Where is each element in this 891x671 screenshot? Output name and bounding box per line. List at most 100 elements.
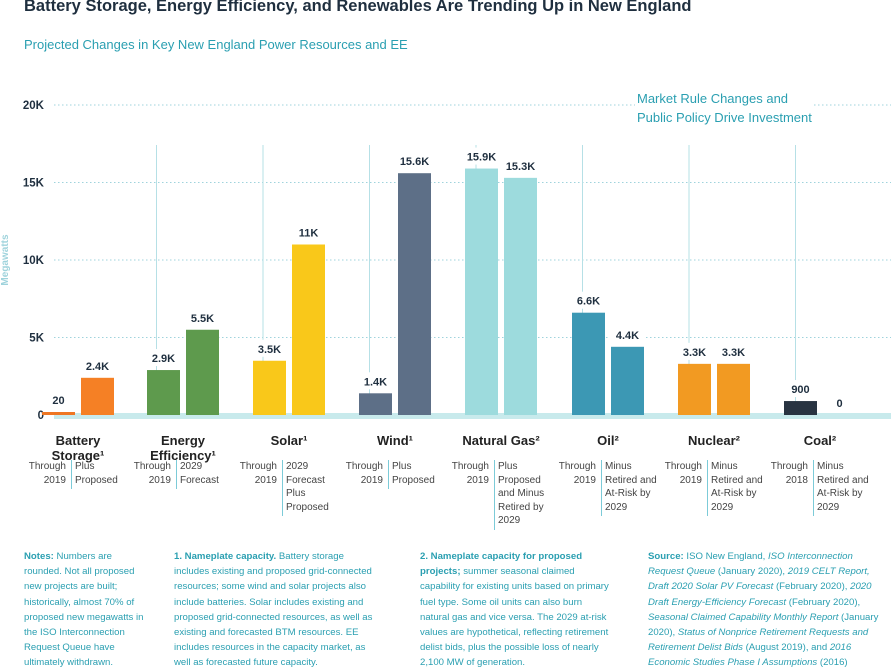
chart-subtitle: Projected Changes in Key New England Pow… <box>24 37 408 52</box>
category-label-line: Solar¹ <box>270 433 308 448</box>
source-part: (February 2020), <box>773 581 851 593</box>
category-label: Energy Efficiency¹ <box>123 433 243 463</box>
category-label: Nuclear² <box>654 433 774 448</box>
source-part: (February 2020), <box>786 596 861 608</box>
bar-5-1 <box>611 346 644 415</box>
bar-sublabel-line: Proposed <box>286 501 329 513</box>
data-label-bg <box>715 342 752 360</box>
bar-7-0 <box>784 401 817 415</box>
data-label: 3.3K <box>722 347 745 359</box>
bar-6-1 <box>717 363 750 415</box>
data-label-bg <box>396 152 433 170</box>
bar-sublabel: Through 2019 <box>542 460 596 487</box>
sublabel-divider <box>176 460 177 489</box>
bar-chart: 0 5K 10K 15K 20K Megawatts 20 2.4K 2.9K 5.5K 3.5K 1… <box>0 100 891 422</box>
note-footnote-1-body: Battery storage includes existing and pr… <box>174 551 373 669</box>
data-label-bg <box>821 394 858 411</box>
data-label-bg <box>570 291 607 309</box>
bar-sublabel-line: Through <box>133 461 171 472</box>
bar-sublabel-line: 2019 <box>360 474 383 486</box>
data-label-bg <box>463 147 500 165</box>
source-part: (January 2020), <box>715 566 788 578</box>
bar-1-0 <box>147 370 180 415</box>
data-label-bg <box>251 339 288 357</box>
bar-3-1 <box>398 173 431 415</box>
data-label: 6.6K <box>577 296 600 308</box>
bar-sublabel-line: 2019 <box>148 474 171 486</box>
bar-sublabel: Plus Proposed <box>392 460 454 487</box>
bar-sublabel-line: 2029 <box>498 515 521 526</box>
bar-sublabel-line: At-Risk by <box>711 488 757 499</box>
bar-sublabel-line: 2029 <box>605 501 628 513</box>
bar-sublabel-line: Retired by <box>498 501 544 513</box>
source-part: Status of Nonprice Retirement Requests a… <box>648 627 869 654</box>
category-label-line: Efficiency¹ <box>150 448 216 463</box>
bar-sublabel: 2029 Forecast Plus Proposed <box>286 460 348 514</box>
source-part: Seasonal Claimed Capability Monthly Repo… <box>648 611 839 623</box>
bar-1-1 <box>186 329 219 415</box>
data-label-bg <box>609 325 646 343</box>
bar-4-1 <box>504 177 537 415</box>
data-label-bg <box>40 391 77 408</box>
bar-sublabel: Through 2019 <box>648 460 702 487</box>
bar-sublabel-line: 2029 <box>180 461 203 472</box>
bar-sublabel-line: Through <box>239 461 277 472</box>
bar-sublabel-line: Proposed <box>498 474 541 486</box>
bar-sublabel-line: 2019 <box>43 474 66 486</box>
data-label: 2.9K <box>152 353 175 365</box>
bar-sublabel: Through 2019 <box>435 460 489 487</box>
bar-sublabel-line: 2018 <box>785 474 808 486</box>
y-tick-label: 0 <box>38 410 44 422</box>
data-label-bg <box>676 342 713 360</box>
data-label-bg <box>290 223 327 241</box>
bar-sublabel-line: Through <box>558 461 596 472</box>
note-footnote-1-head: 1. Nameplate capacity. <box>174 551 277 562</box>
bar-sublabel-line: 2019 <box>254 474 277 486</box>
data-label: 900 <box>791 384 809 396</box>
source-part: ISO New England, <box>683 551 768 562</box>
category-label: Coal² <box>760 433 880 448</box>
data-label: 3.3K <box>683 347 706 359</box>
callout-line-2: Public Policy Drive Investment <box>637 110 812 125</box>
category-label-line: Nuclear² <box>687 433 741 448</box>
bar-sublabel-line: Plus <box>286 488 306 499</box>
category-label-line: Wind¹ <box>377 433 413 448</box>
category-label: Natural Gas² <box>441 433 561 448</box>
source-part: (August 2019), and <box>742 642 830 654</box>
data-label-bg <box>184 308 221 326</box>
note-general-body: Numbers are rounded. Not all proposed ne… <box>24 551 144 669</box>
sublabel-divider <box>494 460 495 530</box>
bar-sublabel-line: Forecast <box>286 474 325 486</box>
bar-sublabel-line: Plus <box>498 461 518 472</box>
bar-sublabel-line: 2029 <box>711 501 734 513</box>
bar-sublabel: Through 2019 <box>12 460 66 487</box>
bar-4-0 <box>465 168 498 415</box>
category-label: Solar¹ <box>229 433 349 448</box>
category-label: Battery Storage¹ <box>18 433 138 463</box>
bar-sublabel-line: and Minus <box>498 488 545 499</box>
data-label: 5.5K <box>191 313 214 325</box>
category-label-line: Battery <box>55 433 101 448</box>
bar-sublabel-line: At-Risk by <box>817 488 863 499</box>
bar-sublabel-line: Retired and <box>605 474 657 486</box>
note-source-head: Source: <box>648 551 684 562</box>
callout-annotation: Market Rule Changes and Public Policy Dr… <box>635 89 814 127</box>
note-footnote-2-head: 2. Nameplate capacity for proposed proje… <box>420 551 583 578</box>
category-label: Wind¹ <box>335 433 455 448</box>
bar-sublabel-line: Retired and <box>711 474 763 486</box>
bar-sublabel-line: Through <box>345 461 383 472</box>
category-label-line: Coal² <box>803 433 837 448</box>
callout-line-1: Market Rule Changes and <box>637 91 789 106</box>
source-part: 2020 Draft Energy-Efficiency Forecast <box>648 581 872 608</box>
sublabel-divider <box>601 460 602 516</box>
bar-sublabel-line: 2019 <box>679 474 702 486</box>
data-label: 0 <box>836 398 842 410</box>
data-label-bg <box>145 349 182 367</box>
source-part: ISO Interconnection Request Queue <box>648 551 853 578</box>
y-tick-label: 20K <box>23 100 45 112</box>
source-part: 2016 Economic Studies Phase I Assumption… <box>648 642 852 669</box>
bar-sublabel: Through 2019 <box>117 460 171 487</box>
bar-sublabel: Through 2018 <box>754 460 808 487</box>
bar-sublabel: Through 2019 <box>329 460 383 487</box>
y-tick-label: 5K <box>29 333 44 345</box>
